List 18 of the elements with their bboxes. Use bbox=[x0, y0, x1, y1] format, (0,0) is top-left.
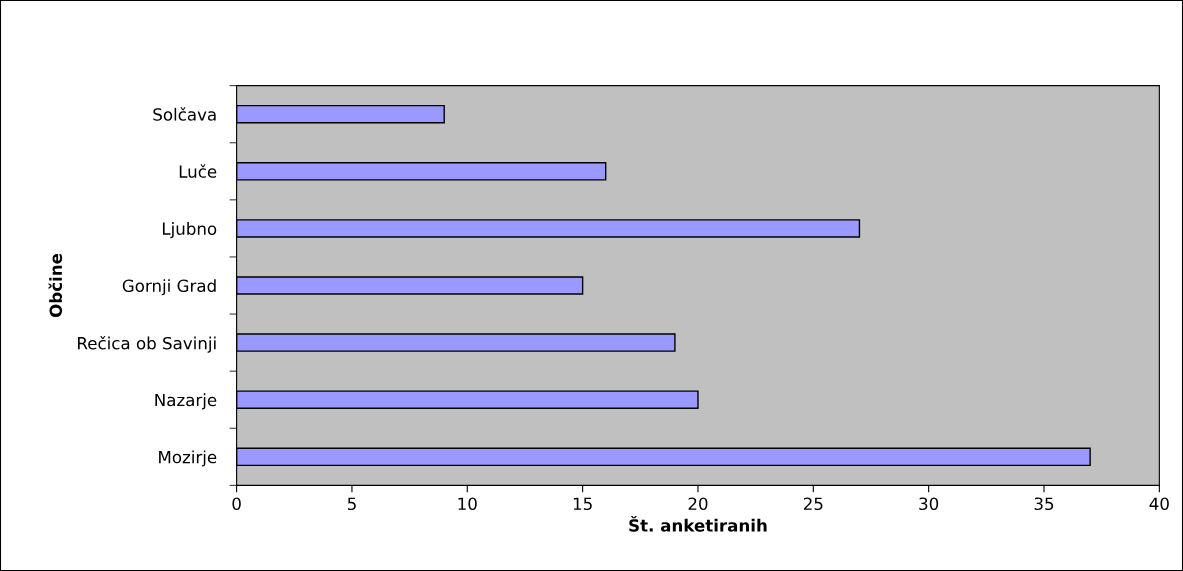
x-tick-label: 15 bbox=[573, 497, 592, 511]
y-tick-label: Luče bbox=[179, 164, 217, 178]
x-tick-label: 10 bbox=[458, 497, 477, 511]
y-tick-label: Solčava bbox=[153, 107, 216, 121]
y-tick-label: Ljubno bbox=[162, 222, 217, 239]
x-tick-label: 35 bbox=[1034, 497, 1054, 511]
x-tick-label: 5 bbox=[347, 497, 356, 511]
x-axis-title: Št. anketiranih bbox=[629, 516, 767, 532]
x-tick-label: 25 bbox=[803, 497, 823, 511]
y-tick-label: Mozirje bbox=[159, 450, 217, 467]
x-tick-label: 40 bbox=[1149, 497, 1169, 511]
x-tick-label: 20 bbox=[688, 497, 708, 511]
x-tick-label: 30 bbox=[919, 497, 939, 511]
y-axis-title: Občine bbox=[48, 253, 63, 318]
y-tick-label: Nazarje bbox=[155, 393, 217, 410]
y-tick-label: Gornji Grad bbox=[122, 279, 216, 296]
y-tick-label: Rečica ob Savinji bbox=[78, 335, 216, 353]
x-tick-label: 0 bbox=[232, 497, 241, 511]
